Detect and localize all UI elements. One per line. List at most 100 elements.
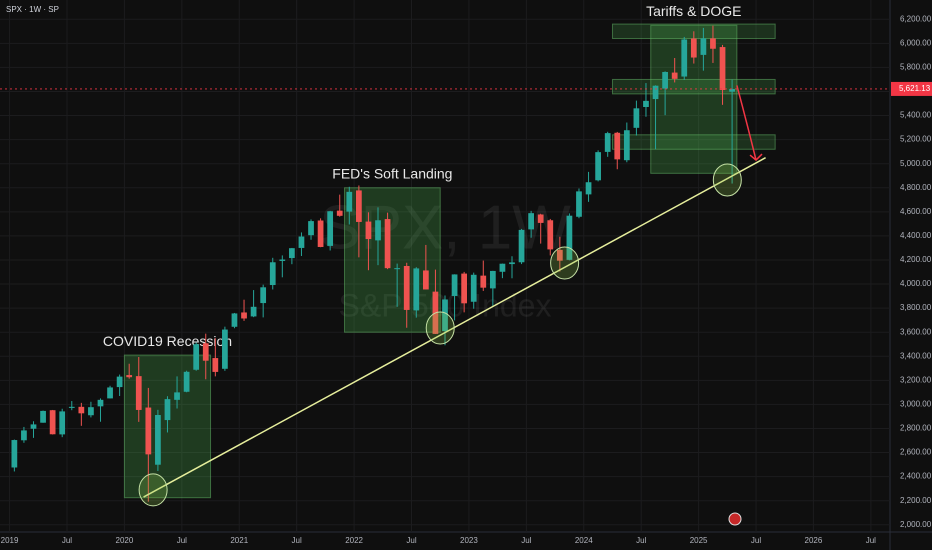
- candle-body: [690, 38, 697, 58]
- x-tick-label: Jul: [521, 536, 531, 545]
- y-tick-label: 4,200.00: [900, 255, 932, 264]
- candle-body: [710, 38, 716, 49]
- y-tick-label: 4,000.00: [900, 279, 932, 288]
- y-tick-label: 2,400.00: [900, 472, 932, 481]
- candle-body: [49, 410, 56, 435]
- candle-body: [145, 407, 152, 455]
- zone-label: COVID19 Recession: [103, 333, 232, 349]
- candle-body: [30, 424, 37, 429]
- candles: [11, 25, 735, 502]
- candle-body: [375, 220, 381, 241]
- x-tick-label: 2024: [575, 536, 593, 545]
- last-price-label: 5,621.13: [899, 84, 931, 93]
- candle-body: [489, 270, 496, 289]
- candle-body: [576, 191, 582, 217]
- y-tick-label: 5,200.00: [900, 135, 932, 144]
- candle-body: [317, 220, 324, 247]
- y-tick-label: 2,600.00: [900, 448, 932, 457]
- candle-body: [269, 262, 276, 286]
- candle-body: [509, 262, 515, 265]
- candle-body: [174, 392, 180, 400]
- candle-body: [193, 344, 200, 370]
- last-price-box: [891, 81, 932, 96]
- zone-label: Tariffs & DOGE: [646, 3, 741, 19]
- y-tick-label: 6,000.00: [900, 38, 932, 47]
- candle-body: [614, 132, 621, 160]
- candle-body: [11, 440, 18, 468]
- candle-body: [250, 306, 257, 317]
- y-tick-label: 3,000.00: [900, 400, 932, 409]
- candle-body: [556, 249, 563, 261]
- candle-body: [346, 191, 353, 212]
- candle-body: [40, 410, 46, 423]
- candle-body: [97, 399, 104, 407]
- y-tick-label: 4,800.00: [900, 183, 932, 192]
- candle-body: [356, 190, 362, 222]
- candle-body: [422, 270, 429, 290]
- candle-body: [566, 215, 573, 260]
- candle-body: [231, 313, 238, 327]
- candle-body: [700, 38, 707, 55]
- candle-body: [623, 130, 630, 161]
- y-tick-label: 5,000.00: [900, 159, 932, 168]
- touch-circle: [712, 163, 742, 197]
- candle-body: [68, 406, 75, 408]
- candle-body: [222, 329, 228, 369]
- candle-body: [499, 263, 506, 272]
- candle-body: [480, 275, 487, 288]
- candle-body: [729, 88, 735, 92]
- x-tick-label: Jul: [292, 536, 302, 545]
- candle-body: [116, 376, 123, 388]
- candle-body: [451, 274, 458, 296]
- x-tick-label: Jul: [636, 536, 646, 545]
- candle-body: [279, 259, 286, 261]
- candle-body: [308, 221, 314, 236]
- y-tick-label: 3,800.00: [900, 303, 932, 312]
- y-tick-label: 5,400.00: [900, 111, 932, 120]
- x-tick-label: 2025: [690, 536, 708, 545]
- candle-body: [413, 268, 420, 311]
- candle-body: [164, 399, 171, 421]
- y-tick-label: 2,800.00: [900, 424, 932, 433]
- event-badge[interactable]: [728, 512, 742, 526]
- candle-body: [21, 430, 27, 441]
- candle-body: [547, 220, 554, 250]
- candle-body: [135, 376, 142, 410]
- band: [611, 134, 776, 150]
- candle-body: [289, 248, 295, 259]
- candle-body: [327, 211, 334, 246]
- y-tick-label: 5,800.00: [900, 63, 932, 72]
- candle-body: [126, 375, 133, 378]
- touch-circle: [138, 473, 168, 507]
- candle-body: [78, 406, 85, 414]
- x-tick-label: 2019: [1, 536, 19, 545]
- candle-body: [442, 299, 448, 332]
- candle-body: [298, 236, 305, 248]
- x-tick-label: 2022: [345, 536, 363, 545]
- candle-body: [633, 108, 640, 128]
- x-tick-label: 2021: [230, 536, 248, 545]
- y-tick-label: 6,200.00: [900, 14, 932, 23]
- candle-body: [585, 182, 592, 195]
- candle-body: [595, 152, 601, 181]
- y-tick-label: 4,600.00: [900, 207, 932, 216]
- projection-arrow: [736, 85, 763, 162]
- candle-body: [202, 343, 209, 361]
- y-tick-label: 3,600.00: [900, 327, 932, 336]
- candle-body: [681, 39, 688, 77]
- candle-body: [88, 407, 94, 416]
- x-tick-label: 2020: [116, 536, 134, 545]
- touch-circle: [425, 311, 455, 345]
- x-tick-label: Jul: [406, 536, 416, 545]
- candle-body: [518, 229, 525, 263]
- candle-body: [403, 266, 410, 310]
- touch-circle: [550, 246, 580, 280]
- candle-body: [461, 273, 468, 304]
- chart-title: SPX · 1W · SP: [6, 5, 59, 14]
- y-tick-label: 3,400.00: [900, 351, 932, 360]
- candle-body: [652, 85, 659, 100]
- candle-body: [643, 100, 649, 108]
- x-tick-label: Jul: [177, 536, 187, 545]
